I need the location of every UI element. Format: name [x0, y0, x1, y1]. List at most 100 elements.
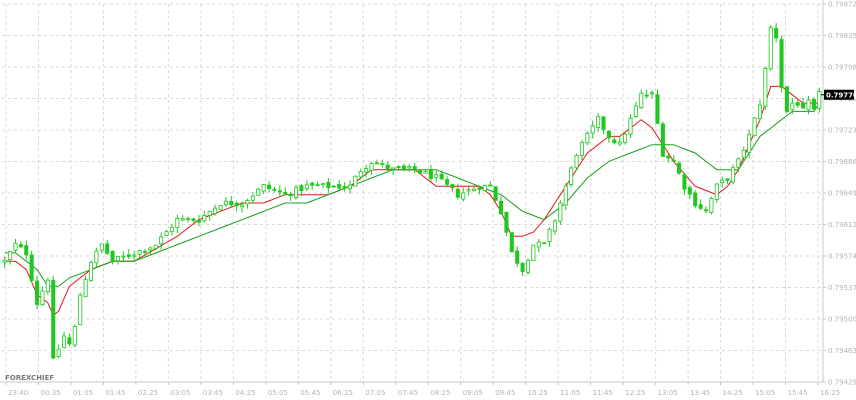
- grid: [2, 3, 823, 383]
- candle-body: [423, 171, 428, 174]
- candle-body: [56, 348, 61, 357]
- candle: [277, 185, 282, 198]
- x-tick-label: 16:25: [820, 389, 840, 397]
- candle-body: [186, 218, 191, 220]
- candle-body: [364, 168, 369, 173]
- candle-body: [596, 116, 601, 128]
- candle-body: [655, 94, 660, 124]
- candle: [385, 161, 390, 173]
- candle: [67, 333, 72, 347]
- x-tick-label: 01:05: [73, 389, 93, 397]
- candle-body: [277, 190, 282, 193]
- candle-body: [666, 156, 671, 159]
- candle: [439, 170, 444, 180]
- x-tick-label: 09:45: [495, 389, 515, 397]
- x-tick-label: 05:05: [268, 389, 288, 397]
- candle-body: [520, 262, 525, 272]
- candle-body: [434, 174, 439, 178]
- candle-body: [558, 202, 563, 222]
- candle-body: [142, 251, 147, 253]
- candle: [191, 217, 196, 223]
- candle: [364, 164, 369, 178]
- candle-body: [304, 184, 309, 189]
- candle-body: [768, 27, 773, 70]
- candle: [250, 191, 255, 204]
- candle: [790, 97, 795, 115]
- candle: [337, 179, 342, 190]
- candle-body: [13, 242, 18, 251]
- candle: [401, 163, 406, 172]
- candle-body: [347, 184, 352, 190]
- candle: [142, 248, 147, 257]
- candle-body: [213, 207, 218, 214]
- candle-body: [633, 105, 638, 117]
- candle: [272, 186, 277, 193]
- x-tick-label: 02:25: [138, 389, 158, 397]
- candle-body: [353, 175, 358, 187]
- moving-averages: [4, 85, 820, 317]
- candle: [493, 186, 498, 202]
- x-tick-label: 03:05: [170, 389, 190, 397]
- candle-body: [606, 130, 611, 139]
- candle: [256, 187, 261, 197]
- candle-body: [741, 149, 746, 158]
- candle-body: [159, 236, 164, 245]
- x-tick-label: 09:05: [463, 389, 483, 397]
- candle-body: [99, 243, 104, 251]
- candle-body: [191, 218, 196, 222]
- candle: [207, 210, 212, 221]
- candle-body: [811, 98, 816, 110]
- x-tick-label: 05:45: [300, 389, 320, 397]
- candle: [72, 324, 77, 348]
- candle: [461, 187, 466, 202]
- candle-body: [256, 188, 261, 196]
- y-tick-label: 0.79686: [828, 158, 856, 166]
- candle: [299, 183, 304, 197]
- candle-body: [644, 94, 649, 97]
- y-tick-label: 0.79723: [828, 127, 856, 135]
- x-axis-ticks: 23:40 00:35 01:05 01:45 02:25 03:05 03:45 04:25…: [5, 382, 840, 397]
- candle: [817, 87, 822, 113]
- candle-body: [525, 259, 531, 273]
- candle-body: [709, 198, 714, 214]
- candle: [763, 66, 768, 110]
- candle: [132, 251, 137, 262]
- candle: [412, 162, 417, 174]
- candle-body: [547, 228, 552, 242]
- candle: [477, 185, 482, 195]
- candle-body: [126, 254, 131, 257]
- candle: [542, 242, 547, 245]
- candle-body: [207, 211, 212, 216]
- candle: [574, 153, 579, 171]
- candle: [78, 292, 83, 326]
- candle: [585, 131, 590, 146]
- candle: [180, 215, 185, 222]
- candle-body: [774, 28, 779, 39]
- candle-body: [493, 186, 498, 201]
- candle: [633, 101, 638, 119]
- candle-body: [342, 186, 347, 189]
- candle-body: [563, 185, 568, 206]
- candle: [423, 169, 428, 174]
- candle: [369, 161, 374, 175]
- candle: [56, 344, 61, 359]
- candle: [682, 172, 687, 195]
- candle-body: [801, 102, 806, 109]
- candle-body: [725, 178, 730, 181]
- candle: [159, 232, 164, 250]
- candle: [8, 250, 13, 265]
- candle-body: [585, 132, 590, 144]
- candle: [671, 155, 676, 162]
- candle: [267, 181, 272, 193]
- candle: [310, 181, 315, 190]
- candle-body: [650, 92, 655, 95]
- y-tick-label: 0.79835: [828, 32, 856, 40]
- candle: [774, 23, 779, 43]
- candle-body: [418, 170, 423, 174]
- candle-body: [396, 166, 401, 169]
- candle-body: [45, 279, 50, 293]
- candle: [752, 117, 757, 137]
- y-tick-label: 0.79872: [828, 1, 856, 9]
- candle: [380, 159, 385, 168]
- candle-body: [245, 200, 250, 205]
